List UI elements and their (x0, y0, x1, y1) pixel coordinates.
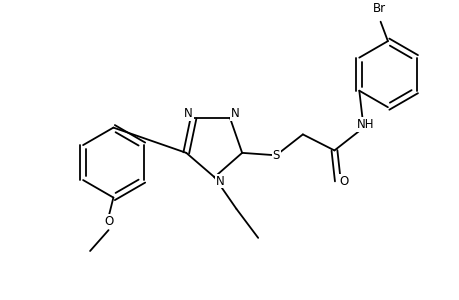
Text: NH: NH (357, 118, 374, 131)
Text: Br: Br (372, 2, 385, 15)
Text: O: O (104, 215, 113, 228)
Text: N: N (184, 107, 193, 121)
Text: S: S (272, 149, 279, 162)
Text: N: N (215, 175, 224, 188)
Text: N: N (230, 107, 239, 121)
Text: O: O (338, 175, 347, 188)
